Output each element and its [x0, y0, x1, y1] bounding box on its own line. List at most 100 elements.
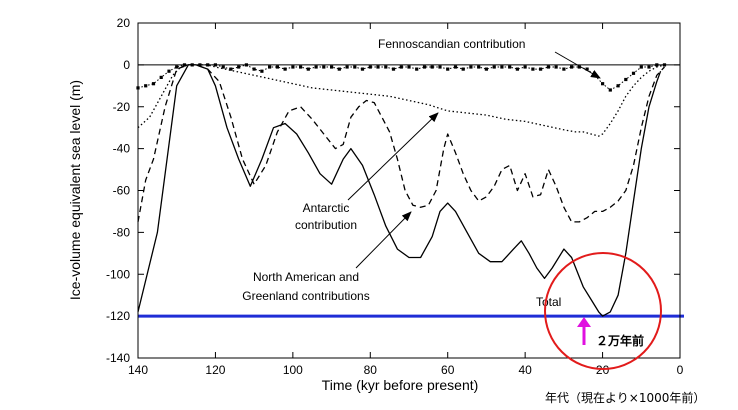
- fennoscandian-point: [213, 63, 217, 67]
- fennoscandian-arrow: [554, 51, 601, 79]
- fennoscandian-point: [260, 69, 264, 73]
- y-tick-label: -140: [106, 351, 130, 365]
- antarctic-label-line2: contribution: [295, 218, 357, 232]
- fennoscandian-point: [353, 65, 357, 69]
- fennoscandian-point: [539, 67, 543, 71]
- fennoscandian-point: [562, 67, 566, 71]
- fennoscandian-point: [469, 65, 473, 69]
- y-tick-label: -100: [106, 267, 130, 281]
- series-line-total: [137, 64, 662, 317]
- fennoscandian-point: [206, 63, 210, 67]
- series-line-antarctic-contribution: [137, 64, 665, 137]
- series-line-fennoscandian-contribution: [137, 64, 665, 91]
- fennoscandian-point: [229, 67, 233, 71]
- fennoscandian-point: [237, 65, 241, 69]
- fennoscandian-point: [368, 65, 372, 69]
- x-tick-label: 40: [518, 363, 532, 377]
- fennoscandian-point: [190, 63, 194, 67]
- y-tick-label: -80: [113, 225, 131, 239]
- fennoscandian-point: [500, 65, 504, 69]
- north-american-label-line1: North American and: [253, 270, 359, 284]
- fennoscandian-point: [647, 65, 651, 69]
- fennoscandian-point: [291, 65, 295, 69]
- north-american-label-line2: Greenland contributions: [242, 289, 369, 303]
- fennoscandian-point: [399, 65, 403, 69]
- fennoscandian-point: [639, 65, 643, 69]
- fennoscandian-point: [144, 84, 148, 88]
- x-tick-label: 20: [596, 363, 610, 377]
- x-tick-label: 120: [205, 363, 225, 377]
- y-tick-label: -120: [106, 309, 130, 323]
- fennoscandian-point: [151, 82, 156, 86]
- fennoscandian-point: [360, 67, 365, 71]
- y-tick-label: -40: [113, 142, 131, 156]
- fennoscandian-point: [531, 67, 535, 71]
- fennoscandian-point: [508, 65, 512, 69]
- fennoscandian-point: [159, 75, 163, 79]
- fennoscandian-point: [198, 63, 202, 67]
- highlight-circle: [544, 252, 662, 370]
- fennoscandian-point: [221, 65, 225, 69]
- fennoscandian-point: [554, 65, 558, 69]
- x-tick-label: 80: [364, 363, 378, 377]
- fennoscandian-point: [391, 67, 396, 71]
- y-tick-label: 20: [117, 16, 131, 30]
- fennoscandian-point: [662, 63, 667, 67]
- fennoscandian-point: [438, 65, 442, 69]
- reference-layer: [138, 64, 684, 318]
- fennoscandian-point: [322, 65, 326, 69]
- x-tick-label: 100: [283, 363, 303, 377]
- fennoscandian-point: [244, 63, 248, 67]
- fennoscandian-point: [523, 65, 527, 69]
- fennoscandian-point: [601, 82, 605, 86]
- fennoscandian-point: [275, 65, 279, 69]
- fennoscandian-point: [314, 65, 318, 69]
- fennoscandian-point: [430, 65, 434, 69]
- fennoscandian-point: [330, 65, 334, 69]
- fennoscandian-point: [167, 69, 171, 73]
- fennoscandian-point: [631, 71, 636, 75]
- fennoscandian-point: [624, 77, 628, 82]
- fennoscandian-point: [384, 65, 388, 69]
- y-axis-title: Ice-volume equivalent sea level (m): [67, 80, 83, 300]
- fennoscandian-point: [345, 65, 349, 69]
- y-tick-label: -20: [113, 100, 131, 114]
- series-line-north-american-and-greenland-contributions: [137, 64, 665, 223]
- fennoscandian-point: [477, 65, 481, 69]
- fennoscandian-point: [268, 65, 272, 69]
- y-tick-label: -60: [113, 184, 131, 198]
- antarctic-label-line1: Antarctic: [303, 201, 350, 215]
- fennoscandian-point: [577, 65, 581, 69]
- fennoscandian-point: [461, 67, 465, 71]
- fennoscandian-point: [376, 65, 380, 69]
- magenta-arrow: [577, 317, 591, 345]
- x-tick-label: 60: [441, 363, 455, 377]
- twenty-thousand-years-ago-label: ２万年前: [596, 333, 644, 348]
- fennoscandian-point: [252, 67, 256, 71]
- x-tick-label: 140: [128, 363, 148, 377]
- total-label: Total: [536, 295, 561, 309]
- axis-ticks: 140 120 100 80 60 40 20 0 20 0 -20 -40 -60 -80 -100 -12…: [106, 16, 684, 377]
- fennoscandian-point: [446, 67, 450, 71]
- fennoscandian-point: [616, 84, 620, 88]
- x-axis-title: Time (kyr before present): [322, 377, 479, 393]
- fennoscandian-point: [585, 67, 589, 71]
- fennoscandian-point: [515, 67, 519, 71]
- fennoscandian-point: [570, 65, 574, 69]
- fennoscandian-point: [484, 67, 488, 71]
- fennoscandian-point: [546, 65, 550, 69]
- fennoscandian-point: [299, 65, 303, 69]
- fennoscandian-point: [608, 88, 612, 92]
- x-tick-label: 0: [677, 363, 684, 377]
- fennoscandian-point: [422, 65, 427, 69]
- fennoscandian-point: [306, 67, 310, 71]
- plot-frame: [137, 22, 681, 359]
- fennoscandian-point: [182, 63, 187, 67]
- fennoscandian-label: Fennoscandian contribution: [378, 37, 525, 51]
- north-american-arrow: [355, 211, 412, 269]
- fennoscandian-point: [337, 67, 341, 71]
- x-axis-japanese-note: 年代（現在より×1000年前）: [545, 390, 705, 405]
- fennoscandian-point: [175, 65, 179, 69]
- fennoscandian-point: [415, 67, 419, 71]
